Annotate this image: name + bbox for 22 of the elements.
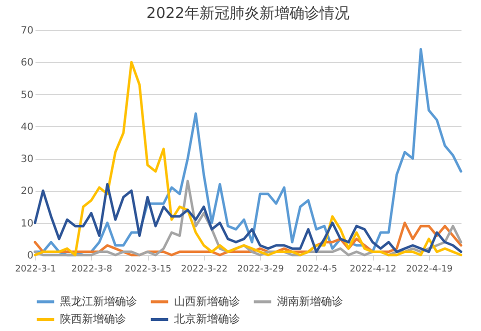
y-tick-label: 50: [20, 90, 34, 101]
x-tick-label: 2022-3-15: [124, 264, 172, 274]
x-tick-label: 2022-3-22: [181, 264, 228, 274]
x-tick-label: 2022-3-1: [15, 264, 56, 274]
x-tick-label: 2022-4-5: [296, 264, 338, 274]
chart-title: 2022年新冠肺炎新增确诊情况: [146, 4, 350, 22]
legend-label: 湖南新增确诊: [277, 294, 343, 308]
y-tick-label: 20: [20, 186, 34, 198]
y-tick-label: 60: [20, 58, 34, 69]
x-tick-label: 2022-3-29: [237, 264, 284, 274]
legend-label: 北京新增确诊: [174, 312, 240, 326]
y-tick-label: 0: [27, 250, 34, 262]
y-tick-label: 40: [20, 122, 34, 133]
y-tick-label: 70: [20, 26, 34, 36]
legend-label: 黑龙江新增确诊: [60, 294, 137, 308]
legend-label: 山西新增确诊: [174, 294, 240, 308]
x-tick-label: 2022-3-8: [71, 264, 112, 274]
y-tick-label: 10: [20, 218, 34, 230]
x-tick-label: 2022-4-12: [350, 264, 396, 274]
y-tick-label: 30: [20, 154, 34, 166]
x-tick-label: 2022-4-19: [406, 264, 453, 274]
legend-label: 陕西新增确诊: [60, 312, 126, 326]
